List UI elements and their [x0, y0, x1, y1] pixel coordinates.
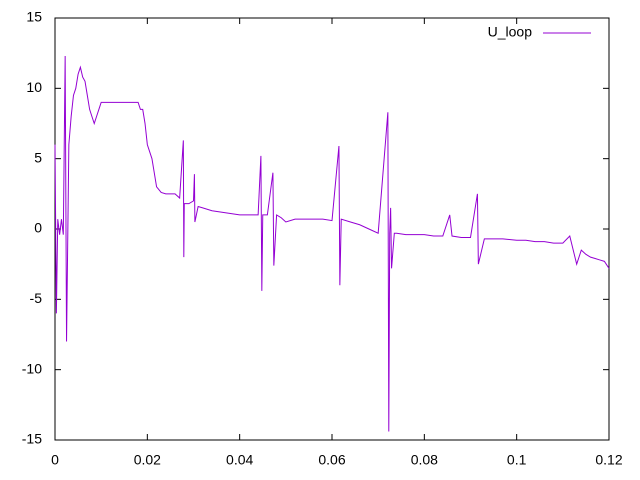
- y-tick-label: 15: [26, 9, 42, 25]
- y-tick-label: -10: [22, 360, 42, 376]
- x-tick-label: 0.06: [318, 452, 345, 468]
- y-tick-label: 0: [34, 220, 42, 236]
- y-tick-label: 5: [34, 149, 42, 165]
- x-tick-label: 0: [51, 452, 59, 468]
- y-tick-label: -5: [30, 290, 43, 306]
- y-tick-label: -15: [22, 431, 42, 447]
- x-tick-label: 0.04: [226, 452, 253, 468]
- x-tick-label: 0.12: [595, 452, 622, 468]
- x-tick-label: 0.02: [134, 452, 161, 468]
- y-tick-label: 10: [26, 79, 42, 95]
- legend-label: U_loop: [488, 24, 533, 40]
- x-tick-label: 0.1: [507, 452, 527, 468]
- plot-border: [54, 17, 610, 441]
- x-tick-label: 0.08: [411, 452, 438, 468]
- data-line: [54, 55, 610, 432]
